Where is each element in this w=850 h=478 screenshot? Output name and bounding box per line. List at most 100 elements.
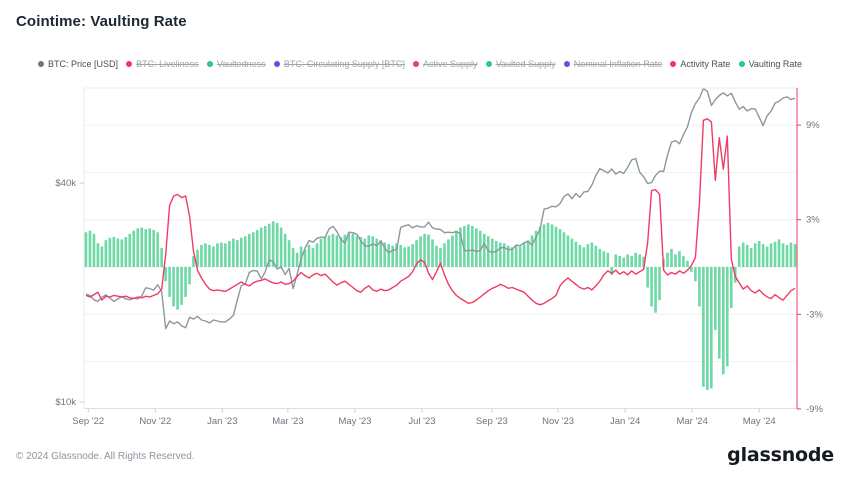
y-right-tick-label: 3% [806,215,820,226]
vaulting-rate-bar [538,226,542,267]
vaulting-rate-bar [694,267,697,282]
vaulting-rate-bar [682,255,685,267]
vaulting-rate-bar [558,229,562,267]
legend-item-nominal-inflation-rate[interactable]: Nominal Inflation Rate [563,59,663,69]
vaulting-rate-bar [335,235,339,267]
vaulting-rate-bar [773,241,777,267]
vaulting-rate-bar [236,240,239,267]
y-right-tick-label: 9% [806,120,820,131]
vaulting-rate-bar [299,246,303,267]
vaulting-rate-bar [307,244,311,267]
vaulting-rate-bar [359,237,363,267]
vaulting-rate-bar [415,240,418,267]
vaulting-rate-bar [251,232,255,267]
x-tick-label: Jan '24 [610,416,640,427]
vaulting-rate-bar [606,252,610,267]
vaulting-rate-bar [574,241,578,267]
vaulting-rate-bar [590,242,594,267]
vaulting-rate-bar [554,226,558,267]
vaulting-rate-bar [347,233,351,267]
legend-item-vaulted-supply[interactable]: Vaulted Supply [485,59,556,69]
vaulting-rate-bar [749,248,753,267]
legend-item-label: BTC: Circulating Supply [BTC] [283,59,405,69]
vaulting-rate-bar [247,233,251,267]
vaulting-rate-bar [642,256,645,267]
vaulting-rate-bar [761,244,765,267]
vaulting-rate-bars [84,221,797,391]
vaulting-rate-bar [84,232,88,267]
vaulting-rate-bar [371,236,375,267]
vaulting-rate-bar [714,267,717,331]
vaulting-rate-bar [614,254,618,267]
vaulting-rate-bar [232,238,235,267]
vaulting-rate-bar [471,226,474,267]
vaulting-rate-bar [550,224,554,267]
legend-item-btc-liveliness[interactable]: BTC: Liveliness [126,59,199,69]
vaulting-rate-bar [204,243,207,267]
vaulting-rate-bar [717,267,721,359]
vaulting-rate-bar [192,255,195,267]
vaulting-rate-bar [387,244,391,267]
legend-color-dot [273,61,280,67]
x-tick-label: Mar '24 [676,416,707,427]
vaulting-rate-bar [88,230,92,267]
vaulting-rate-bar [168,267,171,297]
plot-borders [83,87,798,409]
legend-item-activity-rate[interactable]: Activity Rate [670,59,730,69]
vaulting-rate-bar [243,236,247,267]
vaulting-rate-bar [164,267,167,282]
btc-price-line [85,87,796,330]
y-left-tick-label: $10k [55,397,76,408]
vaulting-rate-bar [208,244,211,267]
vaulting-rate-bar [391,245,394,267]
vaulting-rate-bar [586,244,590,267]
vaulting-rate-bar [777,239,781,267]
legend-color-dot [413,61,420,67]
legend-item-label: BTC: Liveliness [136,59,199,69]
vaulting-rate-bar [419,236,422,267]
x-tick-label: Nov '23 [542,416,574,427]
legend-item-vaulting-rate[interactable]: Vaulting Rate [738,59,802,69]
vaulting-rate-bar [447,239,450,267]
vaulting-rate-bar [634,252,637,267]
vaulting-rate-bar [494,240,498,267]
vaulting-rate-bar [610,267,614,275]
legend-item-label: Vaulting Rate [748,59,802,69]
vaulting-rate-bar [646,267,649,288]
vaulting-rate-bar [216,243,219,267]
vaulting-rate-bar [184,267,187,297]
vaulting-rate-bar [514,244,518,267]
x-tick-label: Sep '22 [72,416,104,427]
legend-color-dot [563,61,570,67]
vaulting-rate-bar [200,244,203,267]
vaulting-rate-bar [745,244,749,267]
vaulting-rate-bar [530,235,534,267]
vaulting-rate-bar [100,246,104,267]
vaulting-rate-bar [757,240,761,267]
legend-item-label: Activity Rate [680,59,731,69]
legend-item-active-supply[interactable]: Active Supply [413,59,478,69]
vaulting-rate-bar [498,242,502,267]
vaulting-rate-bar [626,254,629,267]
vaulting-rate-bar [283,233,287,267]
vaulting-rate-bar [196,249,199,267]
vaulting-rate-bar [630,255,633,267]
vaulting-rate-bar [570,238,574,267]
vaulting-rate-bar [522,243,526,267]
legend-color-dot [126,61,133,67]
vaulting-rate-bar [395,243,398,267]
legend-item-label: Nominal Inflation Rate [573,59,663,69]
vaulting-rate-bar [212,246,215,267]
legend-item-btc-circulating-supply-btc[interactable]: BTC: Circulating Supply [BTC] [273,59,405,69]
legend-item-btc-price-usd[interactable]: BTC: Price [USD] [38,59,118,69]
legend-item-vaultedness[interactable]: Vaultedness [206,59,266,69]
vaulting-rate-bar [267,223,271,267]
vaulting-rate-bar [793,244,797,267]
vaulting-rate-bar [116,238,120,267]
activity-rate-line [85,118,796,306]
y-right-tick-label: -9% [806,404,823,415]
legend-item-label: BTC: Price [USD] [48,59,119,69]
vaulting-rate-bar [411,244,414,267]
vaulting-rate-bar [702,267,705,387]
